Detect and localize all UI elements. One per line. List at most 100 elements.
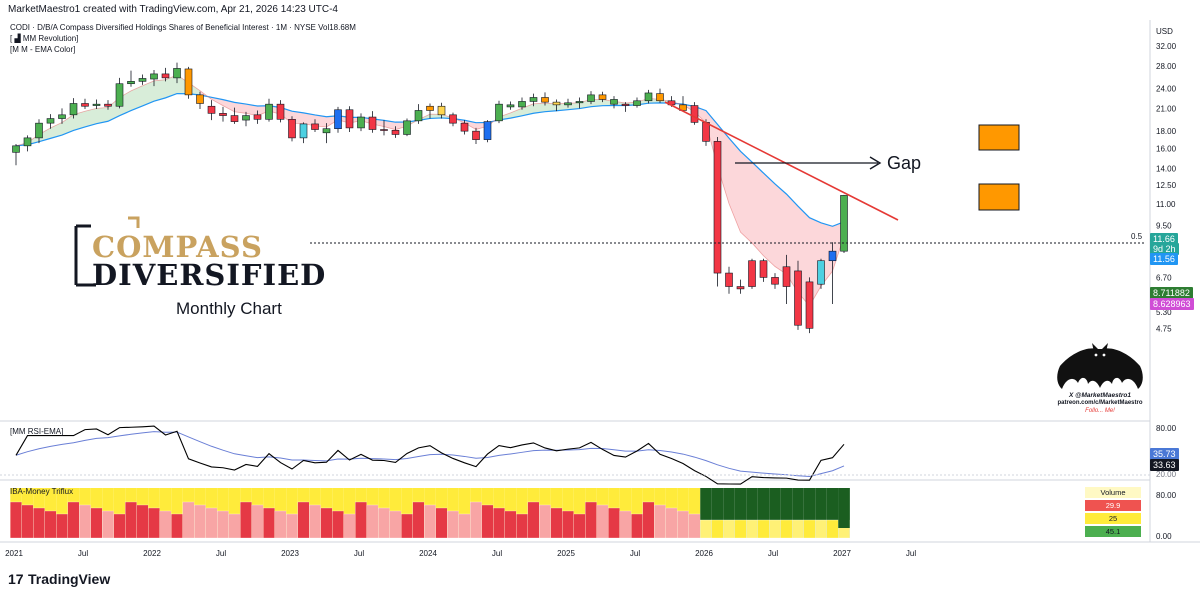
mf-column-bottom [654, 504, 666, 539]
candle-body [207, 105, 216, 114]
candle-body [115, 83, 124, 107]
candle-body [150, 73, 158, 80]
volume-table-title: Volume [1085, 487, 1141, 498]
ema-value-tag: 11.56 [1150, 253, 1178, 265]
level-a-tag: 8.711882 [1150, 287, 1193, 299]
tradingview-logo-icon: 17 [8, 571, 24, 587]
mf-column-bottom [780, 519, 793, 539]
mf-column-top [516, 488, 528, 538]
candle-body [702, 122, 710, 142]
time-tick-label: Jul [630, 549, 640, 558]
mf-column-bottom [550, 507, 563, 539]
mf-column-top [700, 488, 712, 538]
logo-line-1: COMPASS [92, 230, 263, 264]
moneyflow-indicator-title[interactable]: IBA-Money Triflux [10, 487, 74, 496]
gap-arrow-head [869, 156, 882, 170]
candle-body [265, 103, 273, 120]
mf-column-bottom [33, 507, 45, 539]
ema-cloud-segment [545, 103, 557, 112]
mf-column-top [780, 488, 793, 538]
mf-column-bottom [769, 519, 781, 539]
candle-body [782, 266, 791, 287]
mf-column-bottom [746, 519, 758, 539]
candle-body [449, 114, 457, 124]
candle-body [196, 94, 204, 104]
candle-body [173, 68, 181, 79]
candle-body [299, 123, 308, 139]
candle-body [230, 115, 239, 122]
mf-column-bottom [642, 501, 655, 539]
rsi-axis-top: 80.00 [1156, 424, 1177, 433]
mf-column-bottom [619, 510, 632, 539]
mf-column-top [757, 488, 770, 538]
candle-body [12, 145, 20, 153]
candle-body [610, 99, 618, 105]
candle-body [127, 81, 135, 85]
target-box-lower[interactable] [978, 183, 1020, 211]
candle-body [840, 195, 848, 252]
ema-cloud-segment [85, 108, 97, 127]
mf-column-bottom [159, 510, 172, 539]
ema-cloud-segment [223, 99, 235, 112]
mf-column-top [688, 488, 701, 538]
indicator-label-revolution[interactable]: [ ▟ MM Revolution] [10, 34, 79, 43]
mf-column-bottom [56, 513, 68, 539]
mf-column-top [769, 488, 781, 538]
mf-column-bottom [113, 513, 126, 539]
mf-column-bottom [205, 507, 218, 539]
time-tick-label: Jul [492, 549, 502, 558]
price-tick-label: 11.00 [1156, 200, 1176, 209]
bar-countdown-tag: 9d 2h [1150, 243, 1179, 255]
last-price-tag: 11.66 [1150, 233, 1178, 245]
candle-body [483, 121, 492, 140]
symbol-title[interactable]: CODI · D/B/A Compass Diversified Holding… [10, 23, 356, 32]
time-tick-label: 2026 [695, 549, 713, 558]
mf-column-bottom [217, 510, 229, 539]
price-tick-label: 18.00 [1156, 127, 1177, 136]
mf-column-bottom [447, 510, 459, 539]
ema-cloud-segment [96, 107, 108, 124]
mf-column-bottom [67, 501, 80, 539]
ema-cloud-segment [131, 85, 143, 111]
candle-body [322, 128, 331, 134]
tradingview-brand[interactable]: 17 TradingView [8, 571, 110, 587]
price-tick-label: 14.00 [1156, 164, 1177, 173]
mf-column-bottom [251, 504, 264, 539]
candle-body [529, 97, 538, 102]
candle-body [828, 250, 837, 262]
mf-column-bottom [79, 504, 91, 539]
target-box-upper[interactable] [978, 124, 1020, 151]
rsi-ema-value-tag: 35.73 [1150, 448, 1179, 460]
mf-column-bottom [493, 507, 505, 539]
mf-column-bottom [815, 519, 827, 539]
mf-column-top [343, 488, 356, 538]
candle-body [748, 260, 756, 287]
bat-logo-icon [1057, 343, 1143, 389]
volume-neutral-value: 25 [1085, 513, 1141, 524]
rsi-indicator-title[interactable]: [MM RSI-EMA] [10, 427, 64, 436]
price-tick-label: 4.75 [1156, 324, 1172, 333]
mf-column-bottom [171, 513, 183, 539]
time-tick-label: 2027 [833, 549, 851, 558]
mf-column-bottom [343, 513, 356, 539]
indicator-label-ema-color[interactable]: [M M - EMA Color] [10, 45, 76, 54]
price-tick-label: 5.30 [1156, 308, 1172, 317]
ema-cloud-segment [510, 108, 522, 119]
mf-axis-bottom: 0.00 [1156, 532, 1172, 541]
mf-column-top [573, 488, 586, 538]
candle-body [644, 92, 653, 102]
candle-body [92, 103, 101, 106]
mf-column-bottom [596, 504, 609, 539]
mf-column-top [228, 488, 241, 538]
ema-cloud-segment [50, 122, 62, 139]
candle-body [161, 73, 170, 79]
mf-column-bottom [803, 519, 816, 539]
ema-cloud-segment [234, 102, 246, 114]
candle-body [368, 116, 377, 130]
candle-body [552, 101, 561, 106]
mf-column-bottom [516, 513, 528, 539]
candle-body [564, 102, 572, 106]
downtrend-line[interactable] [664, 101, 899, 221]
time-tick-label: 2022 [143, 549, 161, 558]
